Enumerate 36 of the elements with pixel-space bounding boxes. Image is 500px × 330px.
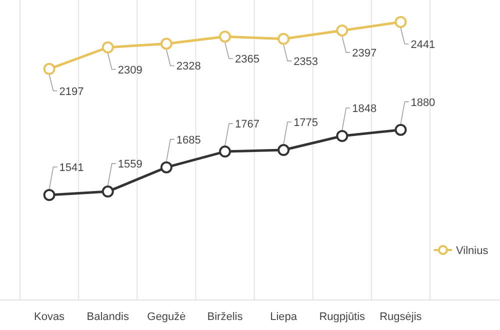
point	[160, 38, 172, 50]
data-label: 2197	[59, 86, 84, 98]
data-label: 1685	[176, 134, 201, 146]
data-label: 2309	[118, 64, 142, 76]
x-tick-label: Gegužė	[147, 311, 186, 323]
point	[394, 124, 407, 136]
point	[43, 189, 56, 201]
x-tick-label: Birželis	[207, 311, 244, 323]
point	[278, 32, 290, 45]
data-label: 2441	[410, 39, 436, 51]
point	[219, 146, 231, 158]
data-label: 1880	[410, 96, 436, 109]
data-label: 1559	[118, 158, 142, 171]
x-tick-label: Rugsėjis	[380, 311, 422, 323]
data-label: 2365	[235, 54, 260, 66]
point	[336, 130, 348, 142]
point	[102, 186, 114, 198]
point	[160, 161, 172, 174]
data-label: 2353	[294, 56, 318, 68]
data-label: 2328	[176, 60, 201, 73]
data-label: 1848	[352, 102, 377, 115]
x-tick-label: Balandis	[86, 311, 130, 323]
data-label: 1767	[235, 118, 260, 131]
legend-label: Vilnius	[456, 245, 489, 257]
point	[278, 144, 290, 156]
point	[219, 30, 231, 43]
x-tick-label: Kovas	[34, 311, 66, 323]
x-tick-label: Liepa	[270, 311, 298, 323]
point	[336, 24, 348, 36]
x-tick-label: Rugpjūtis	[319, 311, 366, 323]
data-label: 1541	[59, 162, 84, 174]
point	[43, 62, 56, 75]
data-label: 1775	[294, 117, 318, 130]
point	[102, 41, 114, 54]
data-label: 2397	[352, 47, 377, 60]
point	[394, 16, 407, 28]
